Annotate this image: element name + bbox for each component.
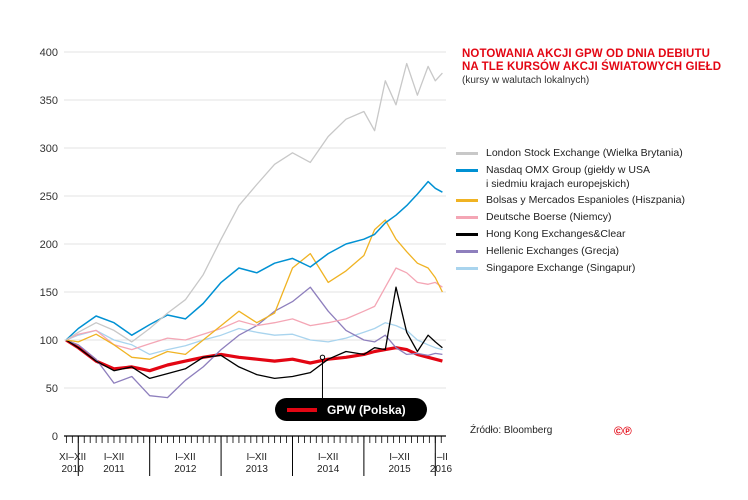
x-tick-label: I–XII <box>318 452 339 463</box>
legend-swatch <box>456 169 478 172</box>
y-tick-label: 150 <box>40 287 58 299</box>
legend-swatch <box>456 267 478 270</box>
legend-item: Deutsche Boerse (Niemcy) <box>456 210 746 227</box>
legend-item: Hellenic Exchanges (Grecja) <box>456 244 746 261</box>
legend-swatch <box>456 199 478 202</box>
legend-label: London Stock Exchange (Wielka Brytania) <box>486 147 683 159</box>
legend-label: Bolsas y Mercados Espanioles (Hiszpania) <box>486 194 686 206</box>
y-tick-label: 300 <box>40 143 58 155</box>
chart-title-line-2: NA TLE KURSÓW AKCJI ŚWIATOWYCH GIEŁD <box>462 61 722 73</box>
gpw-legend-swatch <box>287 407 317 412</box>
x-tick-year: 2011 <box>103 464 125 475</box>
x-axis: XI–XII2010I–XII2011I–XII2012I–XII2013I–X… <box>59 435 453 476</box>
x-tick-label: I–II <box>434 452 448 463</box>
y-tick-label: 400 <box>40 47 58 59</box>
chart-subtitle: (kursy w walutach lokalnych) <box>462 75 590 86</box>
legend-item: Singapore Exchange (Singapur) <box>456 261 746 278</box>
legend-swatch <box>456 216 478 219</box>
chart-title-line-1: NOTOWANIA AKCJI GPW OD DNIA DEBIUTU <box>462 48 710 60</box>
legend: London Stock Exchange (Wielka Brytania) N… <box>456 146 746 278</box>
y-tick-label: 200 <box>40 239 58 251</box>
legend-label: Deutsche Boerse (Niemcy) <box>486 211 612 223</box>
gpw-series-label: GPW (Polska) <box>275 398 427 421</box>
series-line-gpw-polska <box>65 338 443 373</box>
legend-item: Hong Kong Exchanges&Clear <box>456 227 746 244</box>
legend-item: Bolsas y Mercados Espanioles (Hiszpania) <box>456 193 746 210</box>
legend-label: Singapore Exchange (Singapur) <box>486 262 636 274</box>
x-tick-label: I–XII <box>175 452 196 463</box>
y-tick-label: 0 <box>52 431 58 443</box>
x-tick-label: XI–XII <box>59 452 86 463</box>
copyright-mark: ©℗ <box>614 424 632 438</box>
legend-swatch <box>456 152 478 155</box>
series-line-bolsas-y-mercados-espanioles-hiszpania <box>65 219 443 360</box>
legend-label: Hong Kong Exchanges&Clear <box>486 228 626 240</box>
y-tick-label: 250 <box>40 191 58 203</box>
series-line-london-stock-exchange-wielka-brytania <box>65 62 443 343</box>
x-tick-label: I–XII <box>246 452 267 463</box>
legend-label: Nasdaq OMX Group (giełdy w USA i siedmiu … <box>486 164 650 190</box>
legend-swatch <box>456 233 478 236</box>
x-tick-label: I–XII <box>389 452 410 463</box>
series-line-hellenic-exchanges-grecja <box>65 286 443 399</box>
legend-item: Nasdaq OMX Group (giełdy w USA i siedmiu … <box>456 163 746 193</box>
legend-item: London Stock Exchange (Wielka Brytania) <box>456 146 746 163</box>
x-tick-year: 2013 <box>246 464 269 475</box>
x-tick-year: 2014 <box>317 464 340 475</box>
x-tick-year: 2016 <box>430 464 453 475</box>
series-line-nasdaq-omx-group-gie-dy-w-usa <box>65 180 443 341</box>
x-tick-label: I–XII <box>104 452 125 463</box>
grid-lines <box>64 51 446 437</box>
source-note: Źródło: Bloomberg <box>470 425 553 436</box>
x-tick-year: 2015 <box>388 464 411 475</box>
series-line-deutsche-boerse-niemcy <box>65 267 443 351</box>
y-tick-label: 350 <box>40 95 58 107</box>
y-tick-label: 50 <box>46 383 58 395</box>
gpw-label-text: GPW (Polska) <box>327 402 406 417</box>
legend-label: Hellenic Exchanges (Grecja) <box>486 245 620 257</box>
y-tick-label: 100 <box>40 335 58 347</box>
gpw-marker-dot <box>319 354 326 360</box>
x-tick-year: 2012 <box>174 464 197 475</box>
chart-title: NOTOWANIA AKCJI GPW OD DNIA DEBIUTU NA T… <box>462 48 721 74</box>
x-tick-year: 2010 <box>61 464 84 475</box>
y-axis-ticks: 0 50 100 150 200 250 300 350 400 <box>40 47 58 443</box>
series-lines <box>65 62 443 399</box>
series-line-singapore-exchange-singapur <box>65 322 443 356</box>
legend-swatch <box>456 250 478 253</box>
series-line-hong-kong-exchanges-clear <box>65 286 443 380</box>
